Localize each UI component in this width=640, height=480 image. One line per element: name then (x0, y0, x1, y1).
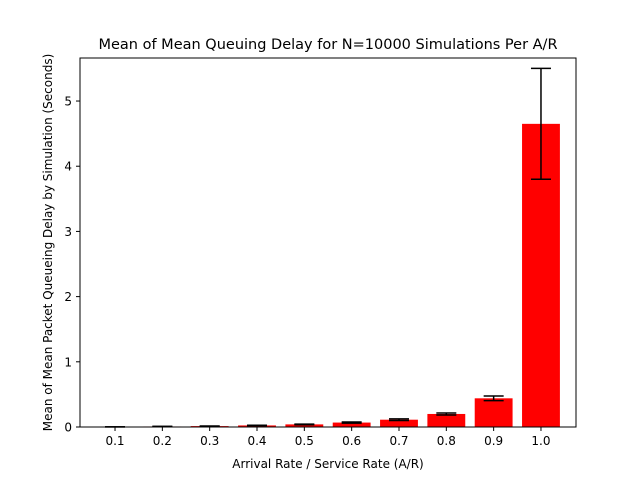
chart-title: Mean of Mean Queuing Delay for N=10000 S… (98, 37, 557, 53)
bar (380, 419, 418, 427)
x-tick-label: 0.3 (200, 434, 219, 448)
x-tick-label: 0.5 (295, 434, 314, 448)
plot-area (96, 67, 560, 428)
x-axis-label: Arrival Rate / Service Rate (A/R) (232, 457, 423, 471)
bar (427, 413, 466, 427)
y-tick-label: 5 (64, 95, 72, 109)
y-tick-label: 0 (64, 421, 72, 435)
y-axis: 0 1 2 3 4 5 (64, 95, 80, 435)
x-tick-label: 0.4 (247, 434, 266, 448)
x-tick-label: 1.0 (531, 434, 550, 448)
y-axis-label: Mean of Mean Packet Queueing Delay by Si… (41, 54, 55, 432)
x-tick-label: 0.2 (153, 434, 172, 448)
x-axis: 0.1 0.2 0.3 0.4 0.5 0.6 0.7 0.8 0.9 1.0 (105, 427, 551, 448)
x-tick-label: 0.6 (342, 434, 361, 448)
y-tick-label: 1 (64, 355, 72, 369)
axes-frame (79, 57, 577, 428)
bar (332, 422, 371, 427)
y-tick-label: 3 (64, 225, 72, 239)
y-tick-label: 4 (64, 160, 72, 174)
bar (474, 398, 513, 427)
bar (285, 424, 324, 427)
x-tick-label: 0.1 (105, 434, 124, 448)
x-tick-label: 0.9 (484, 434, 503, 448)
x-tick-label: 0.7 (389, 434, 408, 448)
x-tick-label: 0.8 (437, 434, 456, 448)
y-tick-label: 2 (64, 290, 72, 304)
